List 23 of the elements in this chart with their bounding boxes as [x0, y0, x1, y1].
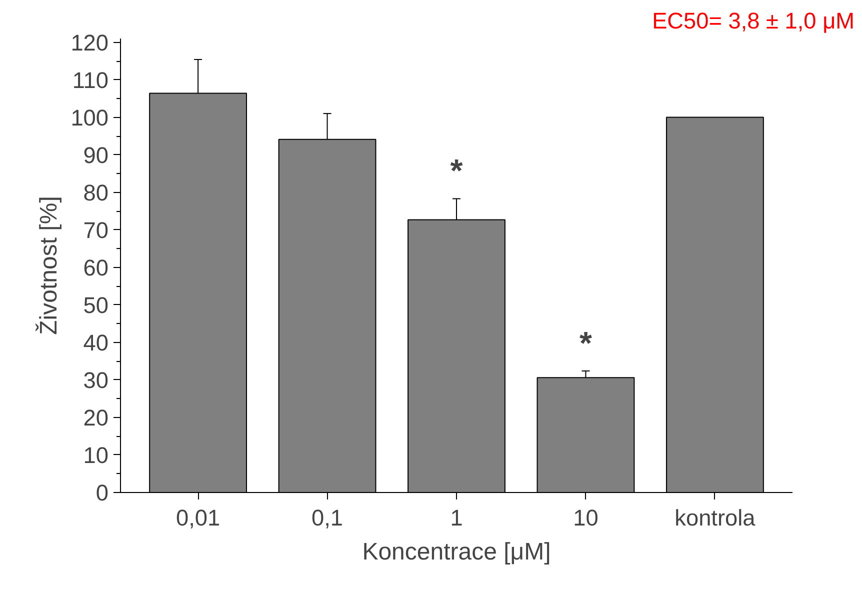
- x-tick-label: kontrola: [674, 504, 756, 530]
- x-tick-label: 1: [450, 504, 463, 530]
- y-tick-label: 50: [83, 292, 108, 318]
- y-tick-label: 20: [83, 404, 108, 430]
- x-tick-label: 0,01: [176, 504, 220, 530]
- annotation: *: [450, 152, 464, 189]
- x-tick-label: 0,1: [312, 504, 344, 530]
- y-tick-label: 120: [70, 29, 109, 56]
- text: EC50= 3,8 ± 1,0 μM: [652, 8, 855, 34]
- annotation: *: [580, 324, 593, 361]
- y-tick-label: 70: [83, 216, 108, 243]
- y-tick-label: 30: [83, 366, 108, 393]
- y-tick-label: 60: [83, 254, 108, 280]
- y-tick-label: 0: [96, 480, 109, 506]
- y-tick-label: 80: [83, 179, 108, 206]
- y-tick-label: 40: [83, 329, 108, 356]
- y-tick-label: 10: [83, 442, 108, 468]
- y-axis-title: Životnost [%]: [36, 196, 63, 335]
- x-tick-label: 10: [573, 504, 598, 530]
- y-tick-label: 100: [70, 104, 109, 130]
- x-axis-title: Koncentrace [μM]: [362, 538, 551, 566]
- y-tick-label: 90: [83, 142, 108, 168]
- y-tick-label: 110: [72, 66, 109, 93]
